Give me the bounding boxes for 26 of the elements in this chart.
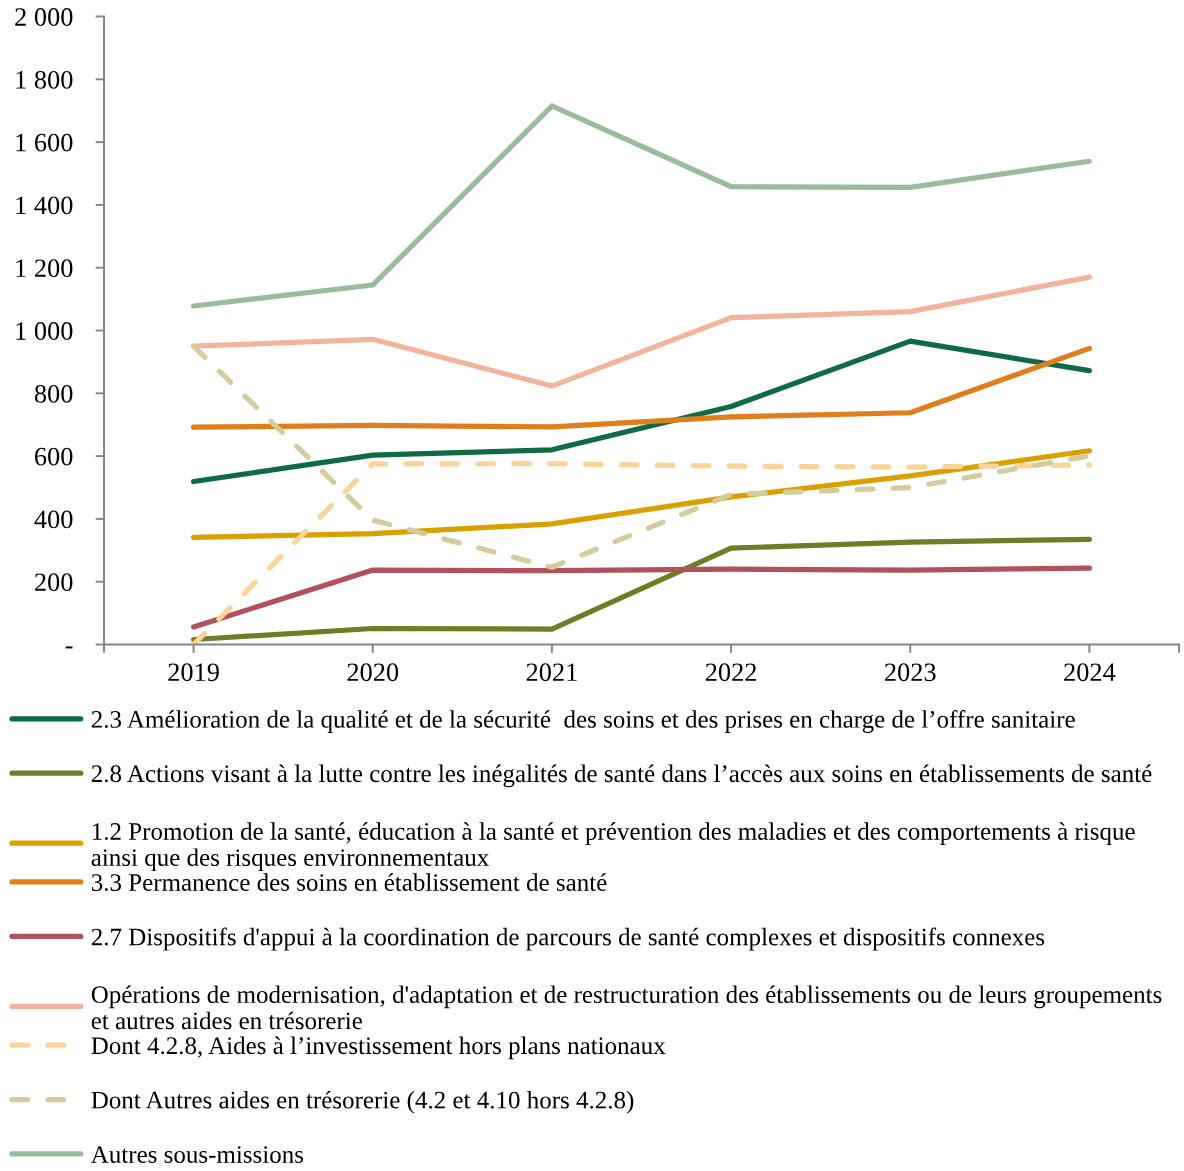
legend-label: Opérations de modernisation, d'adaptation et de restructuration des établissements ou de leurs groupements et autres aides en trésorerie bbox=[91, 985, 1162, 1030]
y-tick-label: 1 400 bbox=[16, 196, 73, 215]
y-tick-label: 1 800 bbox=[16, 70, 73, 89]
x-tick-label: 2024 bbox=[1064, 663, 1116, 682]
legend-label: 1.2 Promotion de la santé, éducation à la santé et prévention des maladies et des comportements à risque ainsi que des risques environnementaux bbox=[91, 822, 1135, 872]
y-tick-label: 400 bbox=[34, 510, 73, 529]
y-tick-label: 600 bbox=[35, 447, 73, 466]
legend-label: 2.3 Amélioration de la qualité et de la sécurité des soins et des prises en charge de l’offre sanitaire bbox=[91, 710, 1075, 733]
legend-label: Dont 4.2.8, Aides à l’investissement hors plans nationaux bbox=[91, 1036, 666, 1060]
legend-label: 3.3 Permanence des soins en établissement de santé bbox=[91, 873, 607, 892]
y-tick-label: 2 000 bbox=[15, 8, 73, 26]
x-tick-label: 2020 bbox=[347, 663, 399, 682]
y-tick-label: 200 bbox=[35, 573, 73, 592]
x-tick-label: 2023 bbox=[885, 663, 936, 682]
x-tick-label: 2021 bbox=[526, 663, 577, 682]
x-tick-label: 2019 bbox=[168, 663, 219, 682]
legend-label: 2.8 Actions visant à la lutte contre les inégalités de santé dans l’accès aux soins en établissements de santé bbox=[91, 764, 1152, 788]
y-tick-label: - bbox=[65, 646, 73, 649]
y-tick-label: 1 600 bbox=[16, 133, 73, 152]
x-tick-label: 2022 bbox=[705, 663, 757, 682]
y-tick-label: 1 200 bbox=[16, 259, 73, 278]
legend-label: Autres sous-missions bbox=[91, 1146, 304, 1163]
legend-label: 2.7 Dispositifs d'appui à la coordination de parcours de santé complexes et dispositifs connexes bbox=[91, 927, 1045, 951]
y-tick-label: 1 000 bbox=[16, 322, 73, 340]
y-tick-label: 800 bbox=[34, 384, 73, 403]
legend-label: Dont Autres aides en trésorerie (4.2 et 4.10 hors 4.2.8) bbox=[91, 1090, 634, 1114]
